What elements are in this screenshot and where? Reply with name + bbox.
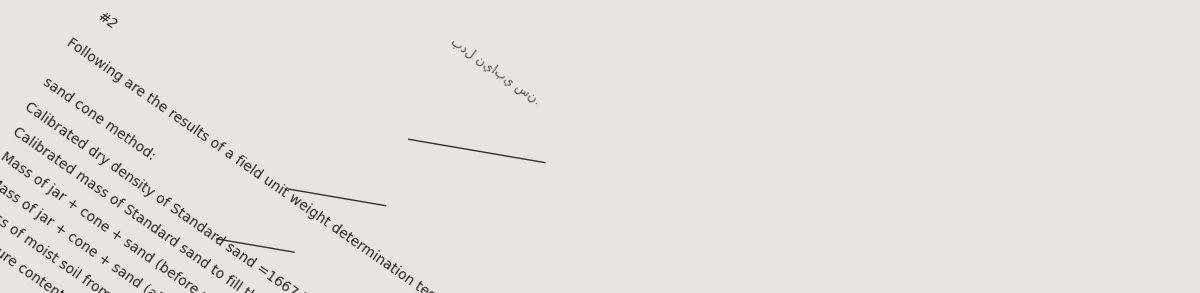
- Text: Following are the results of a field unit weight determination test on the same : Following are the results of a field uni…: [64, 35, 589, 293]
- Text: #2: #2: [94, 9, 119, 32]
- Text: Mass of jar + cone + sand (after use) =2.81 kg: Mass of jar + cone + sand (after use) =2…: [0, 174, 263, 293]
- Text: بدل نيابي سن.: بدل نيابي سن.: [449, 35, 544, 107]
- Text: sand cone method:: sand cone method:: [40, 75, 157, 163]
- Text: Mass of moist soil from hole = 3.331 Kg: Mass of moist soil from hole = 3.331 Kg: [0, 199, 209, 293]
- Text: Determine the dry unit weight of compaction in the field.: Determine the dry unit weight of compact…: [0, 261, 355, 293]
- Text: Mass of jar + cone + sand (before use) = 5.99 kg: Mass of jar + cone + sand (before use) =…: [0, 149, 288, 293]
- Text: Moisture content of moist soil = 11.6 %: Moisture content of moist soil = 11.6 %: [0, 224, 194, 293]
- Text: Calibrated dry density of Standard sand =1667 kg/m³: Calibrated dry density of Standard sand …: [22, 100, 337, 293]
- Text: Calibrated mass of Standard sand to fill the cone= 0.117 kg: Calibrated mass of Standard sand to fill…: [10, 125, 360, 293]
